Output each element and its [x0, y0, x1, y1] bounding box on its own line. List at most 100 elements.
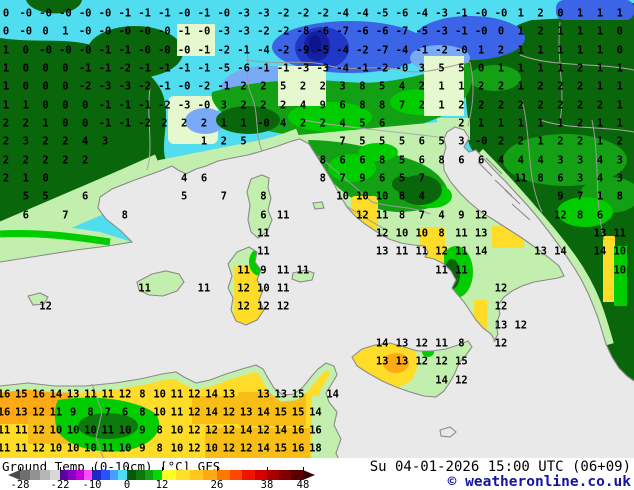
temp-value: 14 — [309, 407, 322, 419]
temp-value: 12 — [435, 356, 448, 368]
temp-value: 0 — [82, 100, 88, 112]
temp-value: 6 — [339, 100, 345, 112]
temp-value: -4 — [495, 0, 508, 3]
temp-value: 16 — [309, 425, 322, 437]
scale-tick — [60, 467, 61, 471]
temp-value: 13 — [223, 389, 236, 401]
temp-value: -2 — [257, 0, 270, 3]
temp-value: 2 — [280, 100, 286, 112]
temp-value: 1 — [557, 63, 563, 75]
temp-value: -0 — [217, 8, 230, 20]
temp-value: 1 — [537, 136, 543, 148]
temp-value: 8 — [379, 155, 385, 167]
temp-value: 2 — [3, 155, 9, 167]
temp-value: 0 — [23, 45, 29, 57]
temp-value: 8 — [260, 191, 266, 203]
temp-value: 2 — [161, 118, 167, 130]
temp-value: 11 — [277, 210, 290, 222]
scale-tick — [217, 467, 218, 471]
temp-value: 6 — [478, 155, 484, 167]
temp-value: 8 — [438, 155, 444, 167]
temp-value: 5 — [181, 191, 187, 203]
temp-value: -4 — [257, 45, 270, 57]
temp-value: -6 — [356, 26, 369, 38]
temp-value: 2 — [557, 136, 563, 148]
temp-value: 2 — [3, 118, 9, 130]
temp-value: 2 — [498, 136, 504, 148]
temp-value: 10 — [50, 443, 63, 455]
temp-value: 1 — [518, 8, 524, 20]
temp-value: -2 — [79, 81, 92, 93]
temp-value: 11 — [15, 443, 28, 455]
temp-value: 8 — [399, 210, 405, 222]
temp-value: 12 — [237, 301, 250, 313]
scale-tick — [303, 467, 304, 471]
scale-left-arrow — [8, 470, 20, 480]
temp-value: 3 — [458, 136, 464, 148]
scale-segment — [118, 470, 127, 480]
temp-value: -0 — [475, 8, 488, 20]
scale-tick — [127, 467, 128, 471]
scale-segment — [100, 470, 110, 480]
temp-value: -3 — [514, 0, 527, 3]
scale-segment — [153, 470, 162, 480]
temp-value: 10 — [376, 191, 389, 203]
temp-value: 13 — [475, 228, 488, 240]
temp-value: -6 — [376, 26, 389, 38]
temp-value: -2 — [237, 0, 250, 3]
temp-value: 2 — [240, 81, 246, 93]
temp-value: 0 — [62, 63, 68, 75]
temp-value: 11 — [396, 246, 409, 258]
temp-value: 2 — [577, 63, 583, 75]
temp-value: 2 — [518, 136, 524, 148]
temp-value: -5 — [475, 0, 488, 3]
temp-value: 4 — [399, 81, 405, 93]
temp-value: 8 — [438, 228, 444, 240]
temp-value: 6 — [419, 155, 425, 167]
temp-value: 11 — [237, 265, 250, 277]
temp-value: 2 — [518, 100, 524, 112]
temp-value: 13 — [534, 246, 547, 258]
temp-value: -0 — [396, 63, 409, 75]
temp-value: 2 — [557, 100, 563, 112]
temp-value: 1 — [557, 45, 563, 57]
temp-value: 6 — [359, 155, 365, 167]
temp-value: 12 — [356, 210, 369, 222]
temp-value: 2 — [498, 100, 504, 112]
temp-value: 4 — [419, 191, 425, 203]
temp-value: 7 — [221, 191, 227, 203]
coastlines — [0, 126, 634, 458]
temp-value: -3 — [257, 8, 270, 20]
temp-value: 1 — [617, 63, 623, 75]
temp-value: 2 — [478, 100, 484, 112]
temp-value: 11 — [84, 389, 97, 401]
temp-value: 1 — [597, 45, 603, 57]
scale-tick-label: -22 — [50, 479, 70, 490]
temp-value: 6 — [557, 173, 563, 185]
temp-value: -1 — [99, 63, 112, 75]
temp-value: 9 — [557, 191, 563, 203]
temp-value: -3 — [277, 0, 290, 3]
temp-value: 1 — [498, 63, 504, 75]
temp-value: -0 — [574, 0, 587, 3]
temp-value: 2 — [23, 155, 29, 167]
temp-value: 2 — [42, 155, 48, 167]
temp-value: -5 — [396, 0, 409, 3]
temp-value: 13 — [257, 389, 270, 401]
scale-segment — [109, 470, 119, 480]
footer-bar: Ground Temp (0-10cm) [°C] GFS Su 04-01-2… — [0, 458, 634, 490]
temp-value: 1 — [498, 118, 504, 130]
temp-value: -3 — [118, 81, 131, 93]
temp-value: 1 — [597, 63, 603, 75]
temp-value: 1 — [518, 118, 524, 130]
temp-value: -0 — [554, 0, 567, 3]
temp-value: -5 — [376, 8, 389, 20]
temp-value: -2 — [277, 45, 290, 57]
temperature-map[interactable]: -1 -0 -1 -2 -2 -1 -1 -2 -2 -3 -2 -2 -2 -4 -5 -5 -3 -3 -5 -5… — [0, 0, 634, 458]
temp-value: 5 — [23, 191, 29, 203]
temp-value: 0 — [478, 63, 484, 75]
ibiza — [28, 293, 48, 305]
temp-value: 5 — [359, 118, 365, 130]
temp-value: 11 — [0, 425, 10, 437]
